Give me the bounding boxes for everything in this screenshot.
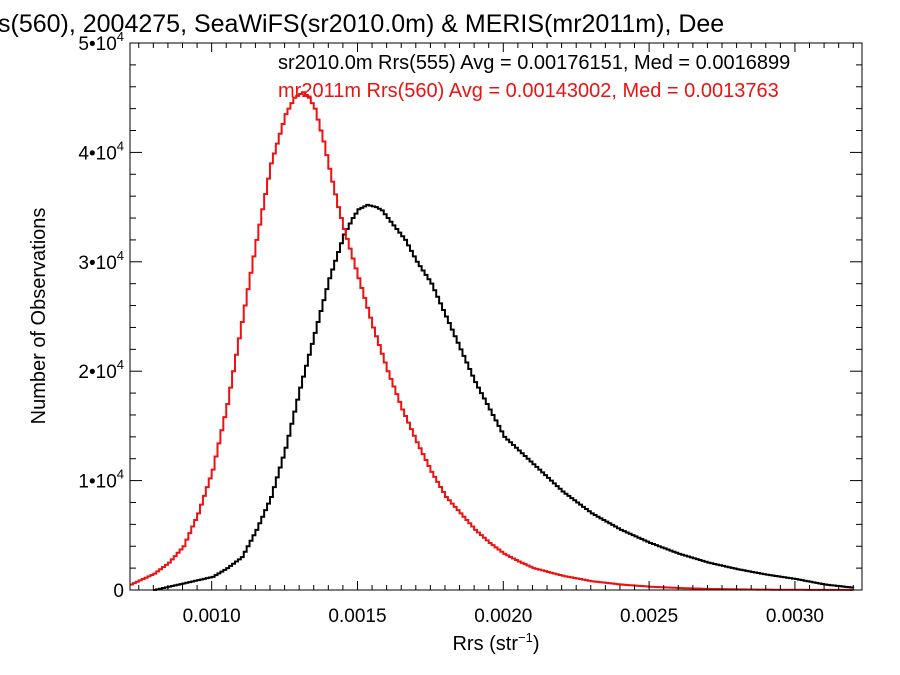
x-axis-label: Rrs (str−1): [452, 630, 539, 655]
y-tick-label: 3•104: [78, 248, 124, 274]
y-tick-label: 0: [113, 581, 124, 602]
plot-frame: [129, 42, 863, 591]
legend-entry-sr2010: sr2010.0m Rrs(555) Avg = 0.00176151, Med…: [278, 52, 790, 74]
series-line-0: [153, 203, 855, 591]
x-tick-label: 0.0015: [328, 606, 386, 627]
x-axis-label-end: ): [533, 633, 540, 655]
x-axis-label-text: Rrs (str: [452, 633, 518, 655]
y-tick-label: 4•104: [78, 138, 124, 164]
x-tick-label: 0.0020: [474, 606, 532, 627]
x-axis-label-exponent: −1: [518, 630, 533, 645]
x-tick-label: 0.0025: [620, 606, 678, 627]
legend-entry-mr2011: mr2011m Rrs(560) Avg = 0.00143002, Med =…: [278, 80, 779, 102]
chart-title: s(560), 2004275, SeaWiFS(sr2010.0m) & ME…: [0, 10, 724, 38]
ticks-layer: 0.0010 0.0015 0.0020 0.0025 0.0030 0 1•104 2•10…: [78, 29, 862, 627]
x-tick-label: 0.0010: [183, 606, 241, 627]
y-tick-label: 1•104: [78, 467, 124, 493]
y-axis-label: Number of Observations: [28, 208, 50, 425]
legend: sr2010.0m Rrs(555) Avg = 0.00176151, Med…: [278, 52, 790, 102]
x-tick-label: 0.0030: [766, 606, 824, 627]
series-layer: [130, 91, 855, 591]
series-line-1: [130, 91, 855, 591]
y-tick-label: 2•104: [78, 357, 124, 383]
y-tick-label: 5•104: [78, 29, 124, 55]
